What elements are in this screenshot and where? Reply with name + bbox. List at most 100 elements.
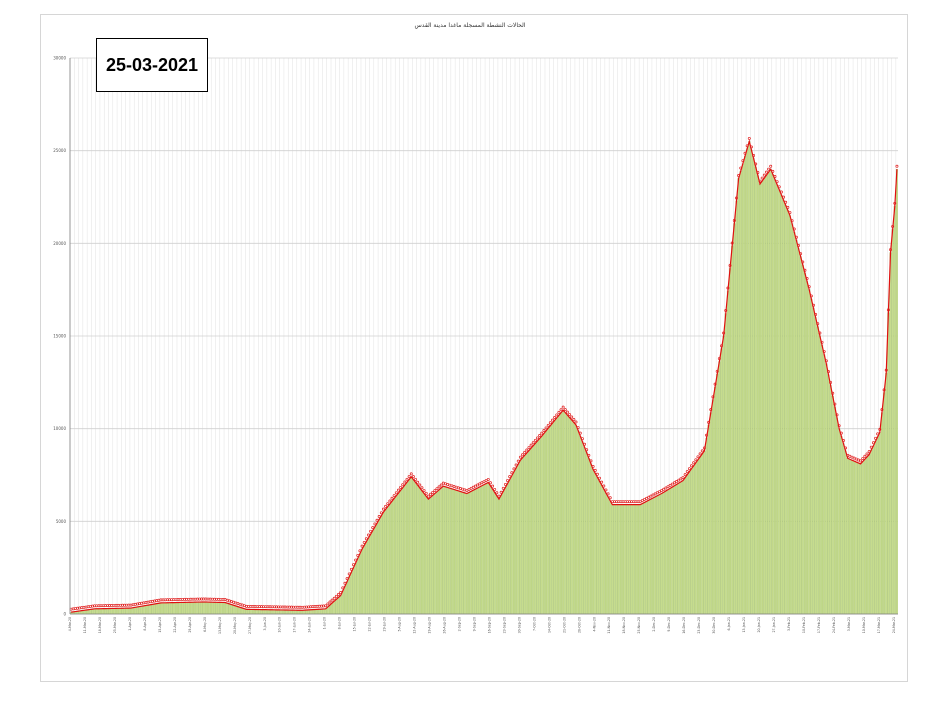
bar-series <box>70 141 898 615</box>
x-tick-label: 3-Mar-21 <box>847 617 851 631</box>
data-point <box>467 487 471 491</box>
data-point <box>405 477 409 481</box>
bar <box>795 240 798 615</box>
data-point <box>859 459 863 463</box>
bar <box>780 194 783 615</box>
data-point <box>548 421 552 425</box>
bar <box>641 503 644 615</box>
bar <box>444 486 447 615</box>
bar <box>112 608 115 615</box>
bar <box>346 581 349 615</box>
bar <box>853 461 856 615</box>
bar <box>463 492 466 615</box>
x-tick-label: 9-Dec-20 <box>667 617 671 632</box>
data-point <box>880 408 884 412</box>
bar <box>403 484 406 615</box>
data-point <box>728 264 732 267</box>
bar <box>564 412 567 615</box>
bar <box>416 485 419 615</box>
bar <box>363 545 366 615</box>
data-point <box>837 424 841 428</box>
bar <box>450 488 453 615</box>
data-point <box>871 441 875 445</box>
data-point <box>786 205 790 209</box>
bar <box>134 607 137 615</box>
bar <box>145 605 147 615</box>
bar <box>382 511 385 615</box>
bar <box>686 474 689 615</box>
bar <box>619 504 622 615</box>
bar <box>104 608 107 615</box>
bar <box>577 430 580 615</box>
bar <box>596 477 599 615</box>
bar <box>93 608 96 615</box>
bar <box>333 601 336 615</box>
data-point <box>827 370 830 374</box>
x-tick-label: 23-Sep-20 <box>502 617 506 633</box>
bar <box>125 608 128 615</box>
bar <box>752 158 755 615</box>
bar <box>138 606 141 615</box>
bar <box>159 602 162 615</box>
bar <box>273 609 276 615</box>
bar <box>829 385 832 615</box>
data-point <box>529 443 533 447</box>
data-point <box>784 200 788 204</box>
bar <box>684 477 687 615</box>
bar <box>598 481 601 615</box>
data-point <box>533 438 537 442</box>
bar <box>121 608 124 615</box>
data-point <box>790 219 794 223</box>
data-point <box>429 492 432 496</box>
bar <box>465 493 468 615</box>
bar <box>562 410 565 615</box>
bar <box>425 496 428 615</box>
x-tick-label: 3-Jun-20 <box>263 617 267 631</box>
bar <box>491 488 494 615</box>
x-tick-label: 4-Mar-20 <box>68 617 72 631</box>
data-point <box>882 388 886 392</box>
data-point <box>516 459 520 463</box>
data-point <box>399 485 403 489</box>
data-point <box>651 493 655 497</box>
data-point <box>861 457 865 461</box>
bar <box>123 608 126 615</box>
bar <box>115 608 117 615</box>
data-point <box>598 476 601 480</box>
bar <box>376 523 378 615</box>
data-point <box>392 494 396 497</box>
bar <box>737 178 740 615</box>
bar <box>703 450 706 615</box>
data-point <box>606 492 610 496</box>
data-point <box>891 224 895 228</box>
bar <box>384 509 387 615</box>
bar <box>102 608 105 615</box>
bar <box>842 443 845 615</box>
bar <box>483 484 485 615</box>
bar <box>239 607 242 615</box>
data-point <box>816 322 820 326</box>
bar <box>675 484 678 615</box>
bar <box>801 264 804 615</box>
bar <box>814 317 817 615</box>
x-tick-label: 19-Aug-20 <box>428 617 432 634</box>
bar <box>213 602 216 615</box>
data-point <box>649 494 653 498</box>
bar <box>442 486 445 615</box>
x-tick-label: 26-Aug-20 <box>442 617 446 634</box>
data-point <box>794 235 798 239</box>
bar <box>767 172 770 615</box>
data-point <box>345 577 349 581</box>
data-point <box>587 453 591 457</box>
data-point <box>869 445 873 449</box>
bar <box>889 252 892 615</box>
bar <box>264 609 267 615</box>
bar <box>726 290 729 615</box>
bar <box>200 601 203 615</box>
data-point <box>514 463 518 467</box>
bar <box>95 608 98 615</box>
bar <box>222 602 224 615</box>
x-tick-label: 7-Oct-20 <box>532 617 536 631</box>
data-point <box>749 145 753 149</box>
bar <box>808 289 811 615</box>
